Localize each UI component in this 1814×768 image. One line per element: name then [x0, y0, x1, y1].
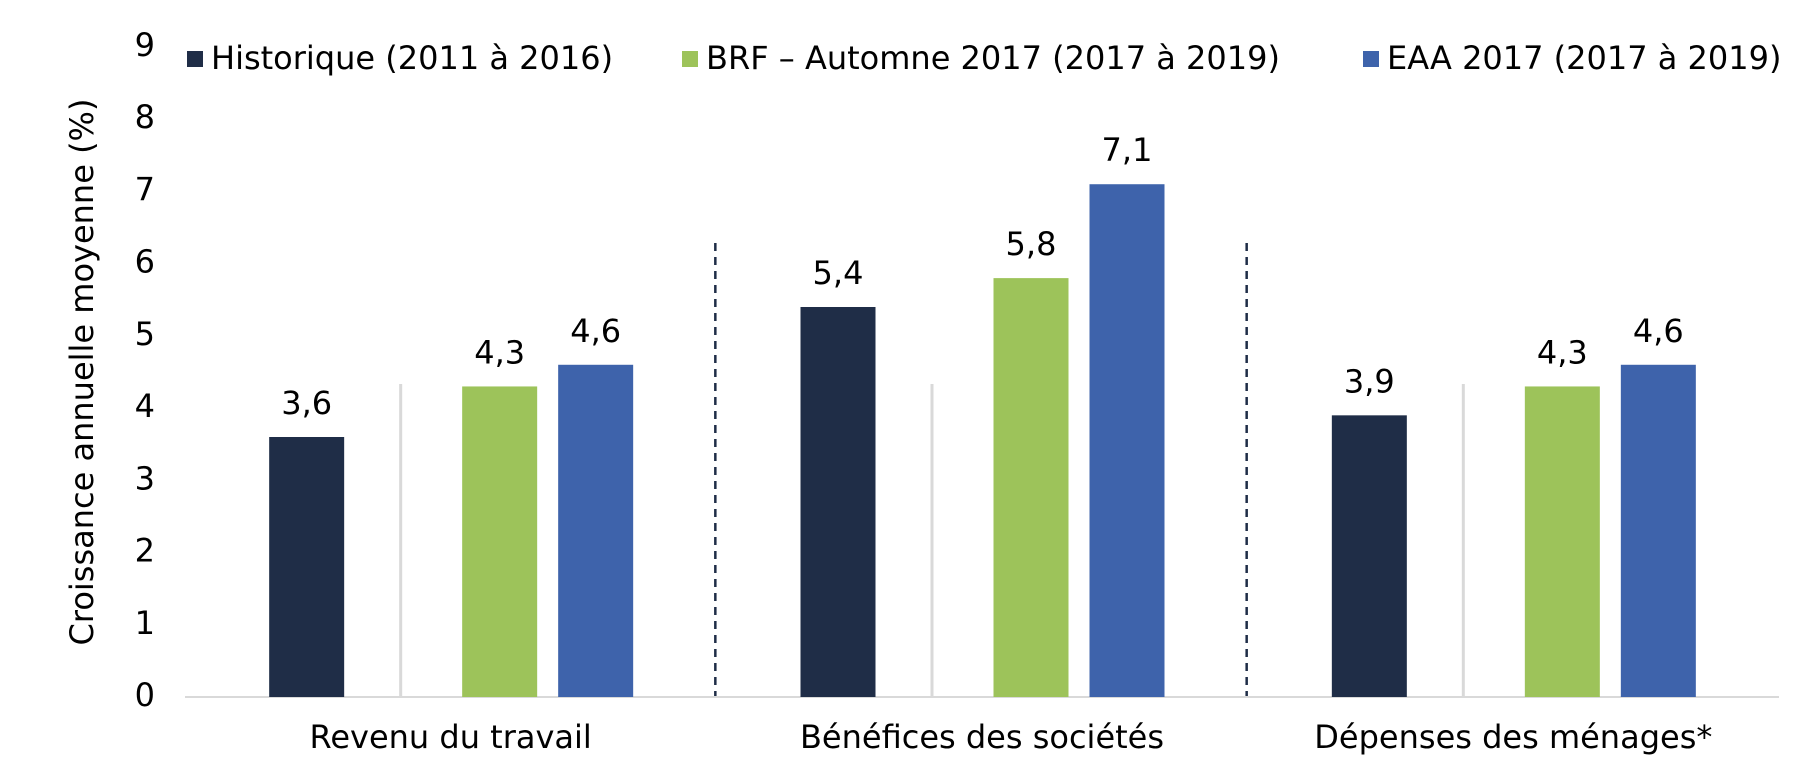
- value-label: 3,9: [1344, 362, 1395, 400]
- value-label: 4,3: [474, 333, 525, 371]
- bar: [1331, 415, 1407, 697]
- y-tick-label: 3: [135, 459, 155, 497]
- legend-swatch: [1363, 51, 1379, 67]
- bar: [462, 386, 538, 697]
- y-tick-label: 6: [135, 243, 155, 281]
- y-tick-label: 2: [135, 532, 155, 570]
- x-tick-label: Dépenses des ménages*: [1314, 718, 1712, 756]
- y-tick-label: 7: [135, 170, 155, 208]
- y-tick-label: 4: [135, 387, 155, 425]
- x-tick-label: Bénéfices des sociétés: [800, 718, 1164, 756]
- legend-swatch: [682, 51, 698, 67]
- bar: [1089, 184, 1165, 697]
- y-axis-title: Croissance annuelle moyenne (%): [63, 99, 101, 646]
- y-tick-label: 9: [135, 26, 155, 64]
- value-label: 5,4: [813, 254, 864, 292]
- bar: [993, 278, 1069, 697]
- value-label: 7,1: [1102, 131, 1153, 169]
- legend-label: EAA 2017 (2017 à 2019): [1387, 39, 1781, 77]
- bar: [558, 364, 634, 697]
- value-label: 3,6: [281, 384, 332, 422]
- y-tick-label: 5: [135, 315, 155, 353]
- value-label: 5,8: [1006, 225, 1057, 263]
- bar: [1524, 386, 1600, 697]
- x-tick-label: Revenu du travail: [310, 718, 592, 756]
- value-label: 4,3: [1537, 333, 1588, 371]
- y-tick-label: 1: [135, 604, 155, 642]
- value-label: 4,6: [570, 312, 621, 350]
- legend-swatch: [187, 51, 203, 67]
- y-tick-label: 0: [135, 676, 155, 714]
- value-label: 4,6: [1633, 312, 1684, 350]
- legend-label: Historique (2011 à 2016): [211, 39, 613, 77]
- bar: [269, 437, 345, 697]
- bar: [1620, 364, 1696, 697]
- y-tick-label: 8: [135, 98, 155, 136]
- bar: [800, 307, 876, 697]
- legend-label: BRF – Automne 2017 (2017 à 2019): [706, 39, 1280, 77]
